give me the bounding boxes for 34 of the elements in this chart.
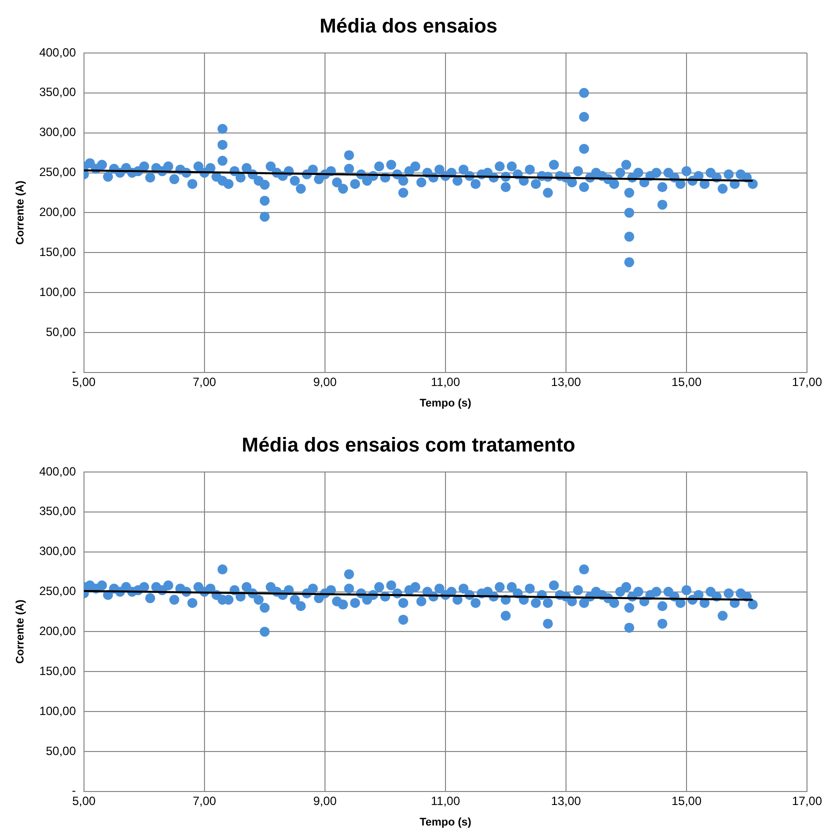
y-tick-label: 100,00: [39, 704, 76, 718]
y-tick-label: 350,00: [39, 85, 76, 100]
x-tick-label: 7,00: [192, 794, 216, 808]
y-tick-label: 150,00: [39, 664, 76, 678]
x-tick-label: 11,00: [430, 374, 460, 389]
x-axis-title: Tempo (s): [420, 397, 472, 410]
y-tick-label: 50,00: [46, 324, 76, 339]
y-tick-label: 100,00: [39, 284, 76, 299]
y-tick-label: 150,00: [39, 244, 76, 259]
y-tick-label: 50,00: [46, 744, 76, 758]
x-tick-label: 11,00: [430, 794, 460, 808]
y-tick-label: 400,00: [39, 464, 76, 478]
x-tick-label: 9,00: [313, 794, 337, 808]
x-tick-label: 13,00: [550, 374, 582, 389]
y-axis-title: Corrente (A): [14, 599, 27, 664]
x-tick-label: 7,00: [192, 374, 216, 389]
x-tick-label: 13,00: [550, 794, 582, 808]
chart-title: Média dos ensaios com tratamento: [242, 434, 576, 457]
x-tick-label: 15,00: [671, 374, 702, 389]
y-tick-label: 400,00: [39, 45, 76, 60]
y-tick-label: 350,00: [39, 504, 76, 518]
x-tick-label: 15,00: [671, 794, 702, 808]
y-tick-label: 200,00: [39, 624, 76, 638]
x-axis-title: Tempo (s): [420, 816, 472, 828]
y-tick-label: 300,00: [39, 125, 76, 140]
x-tick-label: 17,00: [792, 374, 822, 389]
x-tick-label: 9,00: [313, 374, 337, 389]
chart-title: Média dos ensaios: [320, 16, 498, 38]
y-tick-label: 250,00: [39, 165, 76, 180]
y-tick-label: 250,00: [39, 584, 76, 598]
x-tick-label: 17,00: [792, 794, 822, 808]
y-axis-title: Corrente (A): [14, 180, 27, 245]
y-tick-label: 300,00: [39, 544, 76, 558]
y-tick-label: 200,00: [39, 205, 76, 220]
